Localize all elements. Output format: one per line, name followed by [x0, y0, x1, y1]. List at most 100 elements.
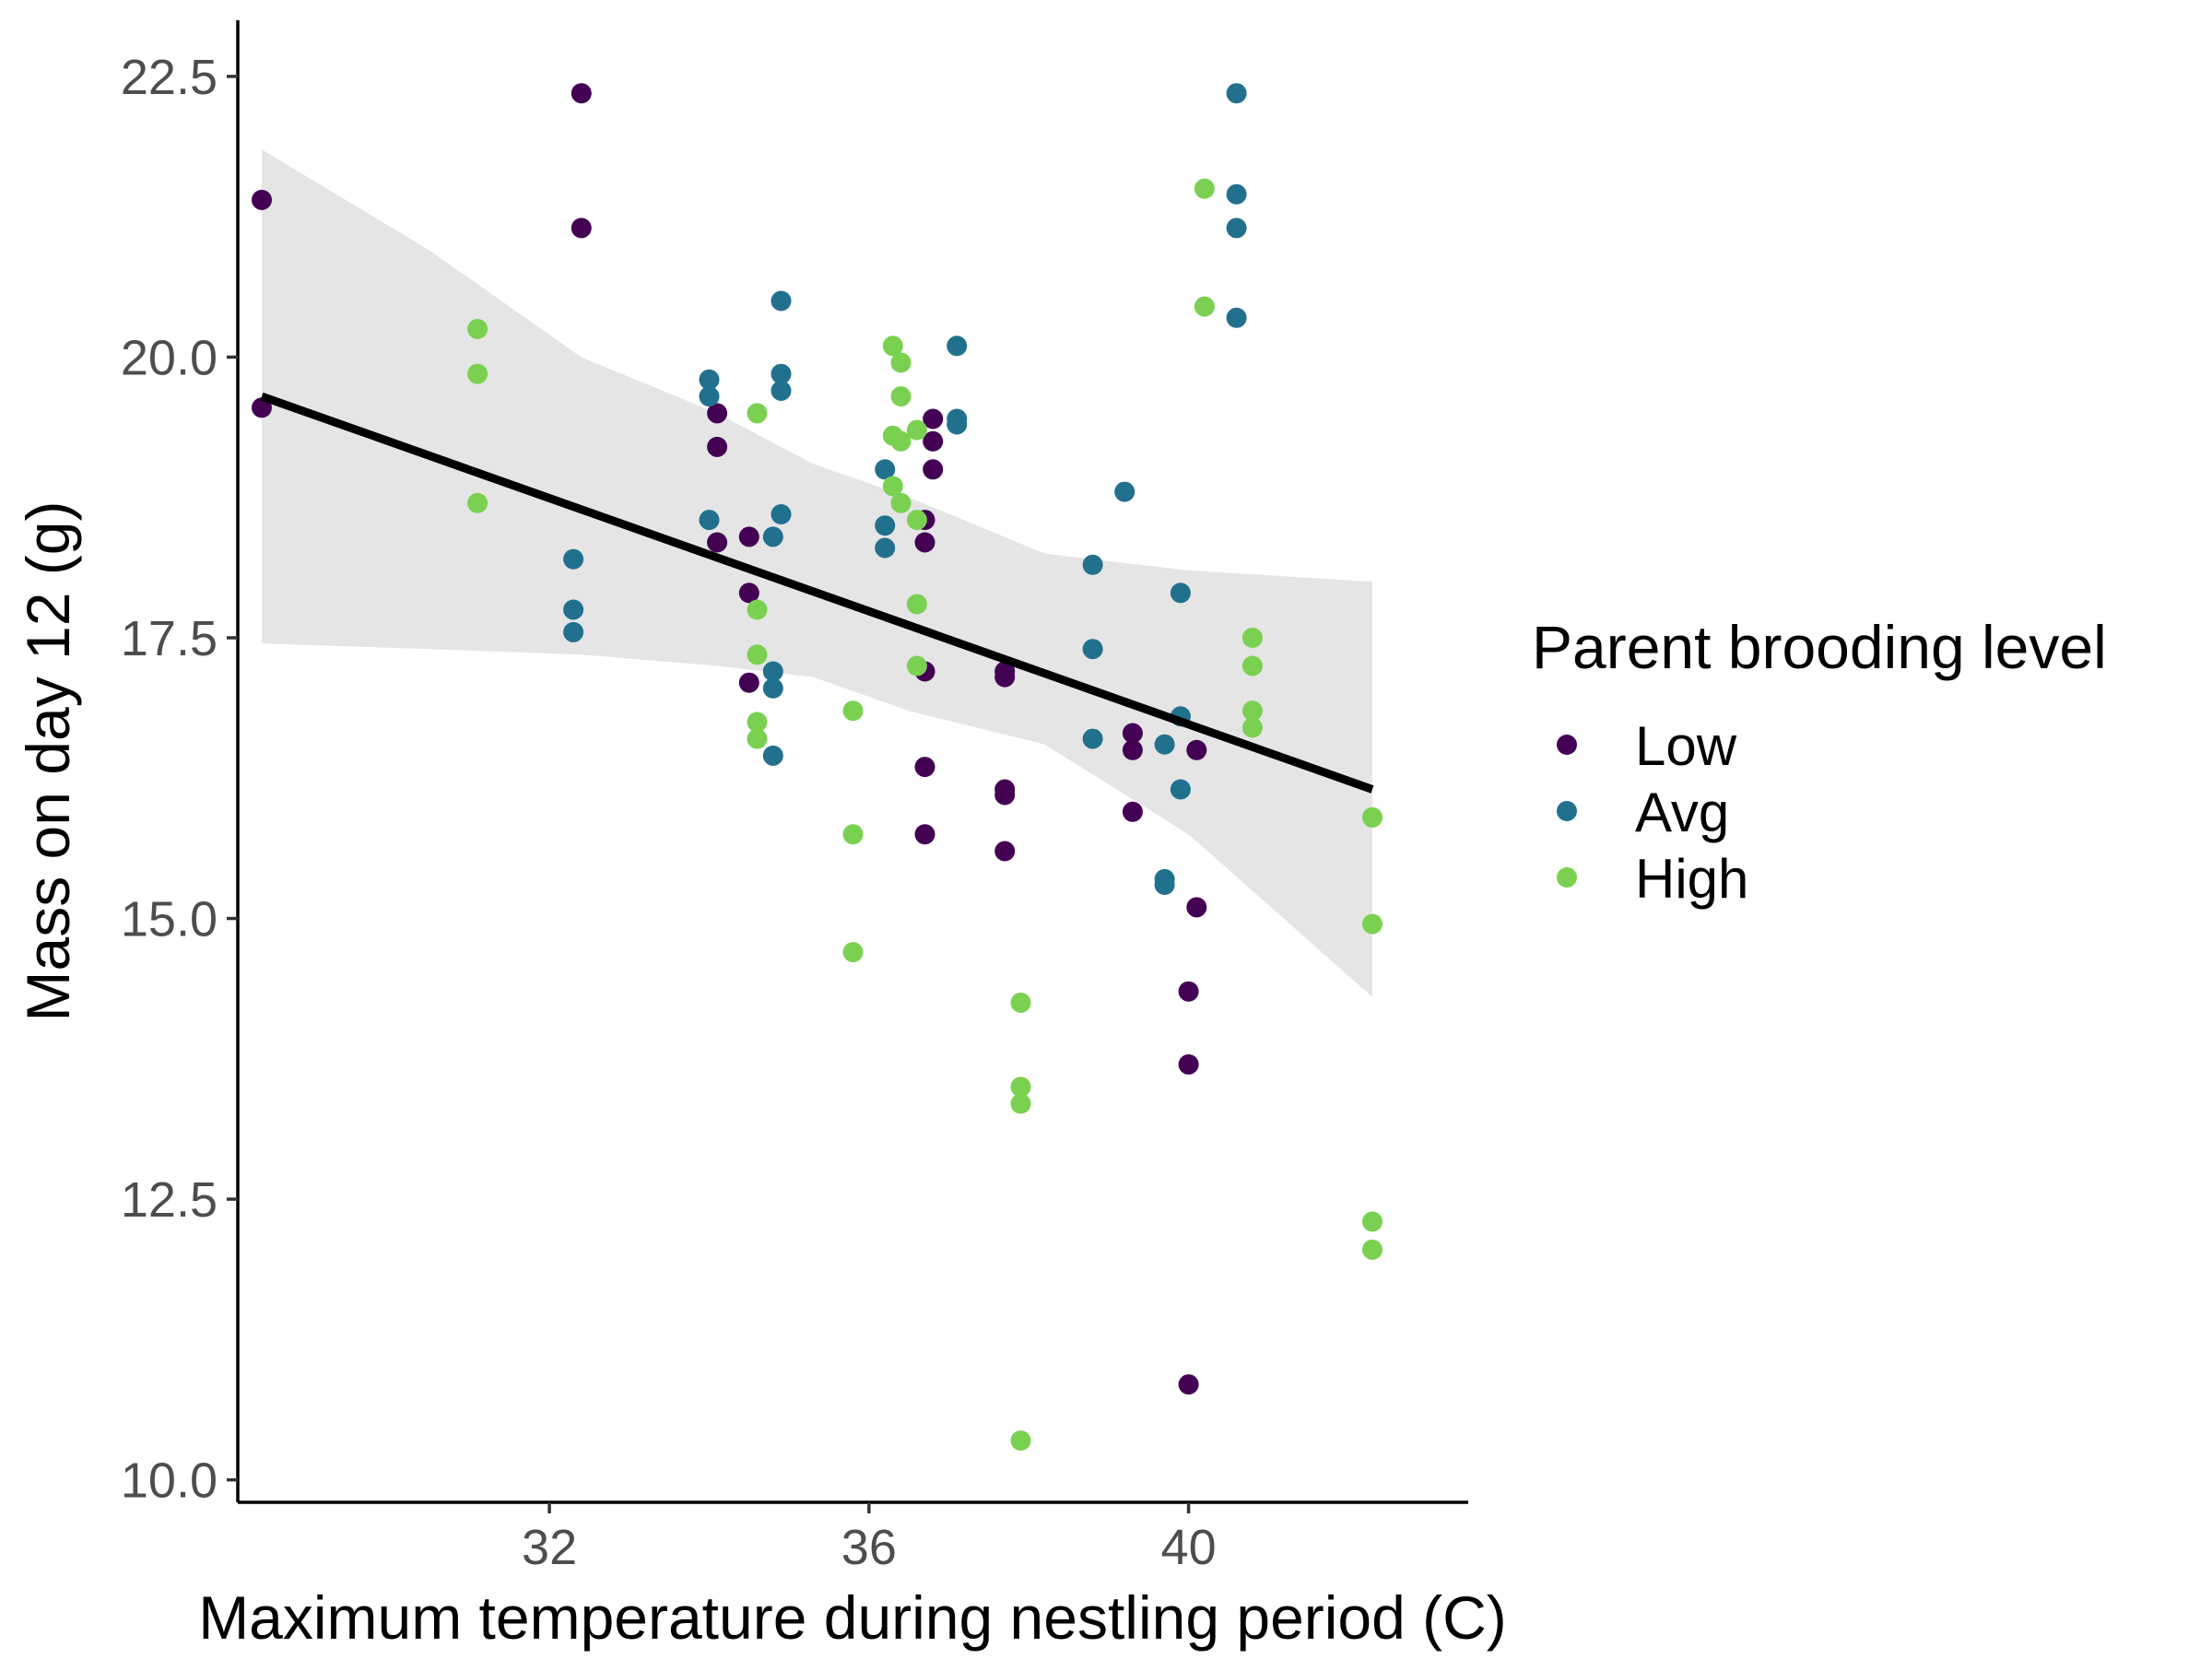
data-point-high [1362, 1239, 1382, 1260]
data-point-avg [762, 661, 783, 682]
x-tick-label: 36 [841, 1520, 897, 1575]
data-point-high [906, 594, 927, 615]
data-point-high [467, 319, 488, 339]
y-tick-label: 15.0 [121, 892, 218, 947]
data-point-high [890, 352, 912, 373]
data-point-low [738, 526, 759, 547]
y-tick-label: 10.0 [121, 1453, 218, 1509]
data-point-low [1178, 1374, 1199, 1395]
legend-label-avg: Avg [1635, 782, 1729, 843]
data-point-high [467, 363, 488, 384]
data-point-low [994, 666, 1016, 688]
legend-key-low [1557, 735, 1577, 755]
data-point-high [842, 824, 864, 845]
data-point-low [1122, 723, 1143, 744]
data-point-avg [1082, 728, 1103, 749]
y-tick-label: 17.5 [121, 611, 218, 666]
data-point-low [914, 824, 935, 845]
data-point-low [571, 218, 592, 239]
confidence-band [262, 149, 1372, 997]
data-point-low [923, 459, 944, 480]
data-point-high [906, 419, 927, 441]
data-point-avg [563, 548, 584, 570]
data-point-low [1186, 739, 1207, 760]
data-point-avg [762, 677, 783, 699]
data-point-avg [699, 369, 720, 390]
y-tick-label: 22.5 [121, 50, 218, 105]
data-point-high [1194, 178, 1215, 199]
data-point-avg [875, 515, 896, 536]
legend-label-high: High [1635, 848, 1748, 910]
data-point-high [890, 386, 912, 407]
data-point-low [738, 582, 759, 604]
data-point-high [882, 335, 903, 357]
data-point-low [571, 83, 592, 104]
data-point-high [906, 510, 927, 531]
data-point-high [890, 430, 912, 452]
data-point-avg [875, 459, 896, 480]
data-point-avg [1226, 183, 1247, 205]
data-point-low [707, 403, 728, 424]
data-point-high [747, 644, 768, 665]
data-point-avg [762, 526, 783, 547]
data-point-high [747, 728, 768, 749]
data-point-low [707, 436, 728, 457]
data-point-avg [771, 363, 792, 384]
data-point-high [882, 476, 903, 497]
data-point-high [890, 492, 912, 513]
x-axis-ticks: 32 36 40 [522, 1502, 1217, 1575]
data-point-high [1194, 296, 1215, 317]
data-point-avg [1226, 218, 1247, 239]
trend-line [260, 392, 1374, 794]
data-point-high [467, 492, 488, 513]
x-tick-label: 40 [1161, 1520, 1217, 1575]
legend-key-high [1557, 867, 1577, 888]
data-point-low [1178, 1053, 1199, 1075]
data-point-avg [947, 414, 968, 435]
data-point-avg [762, 745, 783, 766]
legend-label-low: Low [1635, 715, 1737, 777]
data-point-avg [947, 335, 968, 357]
data-point-avg [771, 290, 792, 312]
data-point-avg [1154, 734, 1175, 755]
data-point-avg [1170, 779, 1191, 800]
series-high [467, 178, 1382, 1451]
data-point-high [1010, 992, 1031, 1013]
x-axis-title: Maximum temperature during nestling peri… [198, 1583, 1507, 1652]
data-point-high [1241, 700, 1263, 722]
data-point-high [1362, 1211, 1382, 1232]
data-point-high [1241, 717, 1263, 738]
data-point-avg [1154, 875, 1175, 895]
data-point-avg [771, 381, 792, 401]
data-point-low [1122, 801, 1143, 822]
data-point-low [1178, 981, 1199, 1002]
y-tick-label: 12.5 [121, 1172, 218, 1228]
data-point-high [1362, 913, 1382, 935]
data-point-avg [1114, 481, 1135, 502]
data-point-low [994, 784, 1016, 806]
legend: Parent brooding level Low Avg High [1532, 613, 2107, 910]
data-point-avg [699, 510, 720, 531]
data-point-low [1122, 739, 1143, 760]
data-point-high [1010, 1093, 1031, 1114]
legend-key-avg [1557, 801, 1577, 821]
data-point-avg [1226, 83, 1247, 104]
data-point-high [1241, 628, 1263, 648]
data-point-low [738, 672, 759, 693]
y-axis-ticks: 10.0 12.5 15.0 17.5 20.0 22.5 [121, 50, 238, 1509]
data-point-avg [1170, 582, 1191, 604]
data-point-low [923, 408, 944, 429]
data-point-low [252, 189, 272, 210]
y-tick-label: 20.0 [121, 330, 218, 385]
data-point-high [747, 712, 768, 733]
legend-title: Parent brooding level [1532, 613, 2107, 681]
y-axis-title: Mass on day 12 (g) [14, 501, 82, 1022]
data-point-high [747, 403, 768, 424]
data-point-low [914, 757, 935, 778]
data-point-avg [699, 386, 720, 407]
x-tick-label: 32 [522, 1520, 577, 1575]
data-point-high [842, 700, 864, 722]
data-point-avg [563, 599, 584, 620]
data-point-high [906, 655, 927, 677]
